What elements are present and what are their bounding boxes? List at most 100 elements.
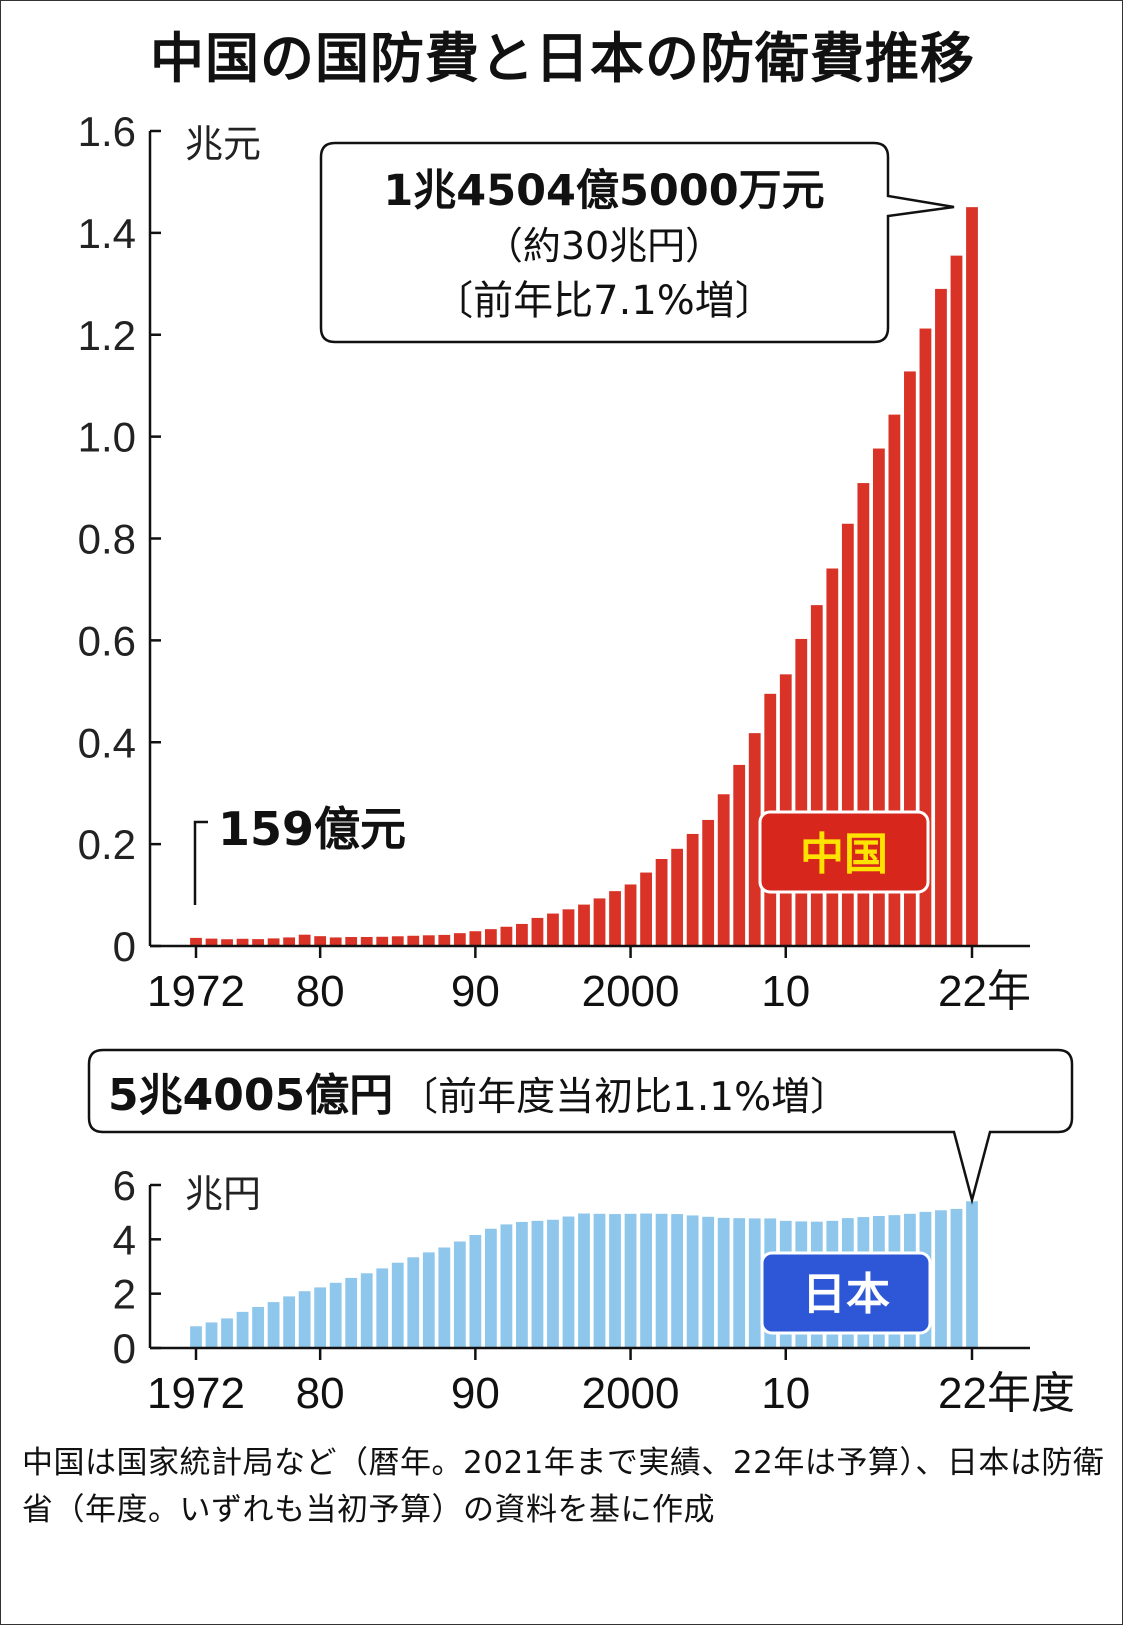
china-bar-1988 xyxy=(438,934,451,946)
china-bar-1979 xyxy=(298,934,311,946)
japan-bar-1994 xyxy=(531,1220,544,1348)
japan-bar-1983 xyxy=(360,1273,373,1348)
china-bar-2020 xyxy=(935,288,947,946)
japan-bar-1999 xyxy=(609,1214,621,1348)
japan-x-tick-label: 10 xyxy=(761,1369,810,1418)
china-bar-1997 xyxy=(578,904,590,946)
china-bar-1990 xyxy=(469,931,482,946)
china-bar-2017 xyxy=(888,414,901,946)
china-y-tick-label: 0.4 xyxy=(78,719,136,766)
japan-bar-1978 xyxy=(283,1296,296,1348)
china-end-line-3: 〔前年比7.1%増〕 xyxy=(433,278,775,324)
china-end-line-1: 1兆4504億5000万元 xyxy=(383,166,824,216)
japan-bar-2007 xyxy=(733,1218,746,1348)
japan-bar-2022 xyxy=(966,1201,978,1348)
japan-bar-1972 xyxy=(190,1326,202,1348)
china-bar-1987 xyxy=(422,935,435,946)
source-note: 中国は国家統計局など（暦年。2021年まで実績、22年は予算）、日本は防衛省（年… xyxy=(22,1445,1105,1528)
china-y-tick-label: 0 xyxy=(113,923,136,970)
japan-bar-1985 xyxy=(391,1262,404,1348)
china-x-tick-label: 80 xyxy=(296,967,345,1016)
china-bar-1985 xyxy=(391,936,404,946)
china-bar-2016 xyxy=(872,448,885,946)
china-bar-2013 xyxy=(826,568,839,946)
japan-end-label: 5兆4005億円 〔前年度当初比1.1%増〕 xyxy=(108,1070,849,1121)
china-bar-2018 xyxy=(904,371,916,946)
china-y-tick-label: 0.2 xyxy=(78,821,136,868)
china-bar-1977 xyxy=(267,938,280,946)
china-start-leader xyxy=(193,820,208,905)
china-y-tick-label: 1.2 xyxy=(78,312,136,359)
japan-bar-1975 xyxy=(236,1311,249,1348)
china-y-tick-label: 0.6 xyxy=(78,617,136,664)
japan-bar-1991 xyxy=(484,1228,497,1348)
japan-y-tick-label: 4 xyxy=(113,1216,136,1263)
japan-bar-1993 xyxy=(516,1221,528,1348)
japan-x-tick-label: 80 xyxy=(296,1369,345,1418)
china-bar-1993 xyxy=(516,923,528,946)
japan-x-tick-label: 1972 xyxy=(147,1369,245,1418)
japan-bar-1979 xyxy=(298,1291,311,1348)
china-bar-1986 xyxy=(407,935,420,946)
japan-end-label-bold: 5兆4005億円 xyxy=(108,1070,393,1121)
china-bar-2008 xyxy=(748,733,761,946)
china-bar-1978 xyxy=(283,937,296,946)
china-bar-2022 xyxy=(966,207,978,946)
china-x-tick-label: 90 xyxy=(451,967,500,1016)
china-bar-1974 xyxy=(221,939,233,946)
japan-bar-1986 xyxy=(407,1257,420,1348)
japan-bar-2006 xyxy=(717,1217,730,1348)
china-bar-2010 xyxy=(779,674,792,946)
china-chart: 0 0.2 0.4 0.6 0.8 1.0 1.2 1.4 1.6 1972 80 90 2000 10 2… xyxy=(78,108,1031,1016)
japan-bar-1997 xyxy=(578,1213,590,1348)
china-bar-2000 xyxy=(624,884,637,946)
china-bar-1973 xyxy=(205,938,218,946)
china-bar-2019 xyxy=(919,328,932,946)
china-bar-1980 xyxy=(314,936,327,946)
china-bar-1984 xyxy=(376,936,389,946)
china-bar-2002 xyxy=(655,859,668,946)
japan-axis: 0 2 4 6 1972 80 90 2000 10 22年度 xyxy=(113,1162,1075,1418)
china-bar-1998 xyxy=(593,898,606,946)
japan-series-badge xyxy=(760,1251,932,1335)
china-bar-2005 xyxy=(702,819,715,946)
china-bar-1991 xyxy=(484,929,497,946)
japan-bar-1987 xyxy=(422,1252,435,1348)
china-bar-1982 xyxy=(345,937,358,946)
china-bar-1999 xyxy=(609,891,621,946)
china-bar-1976 xyxy=(252,939,264,946)
japan-bar-1981 xyxy=(329,1282,342,1348)
japan-bar-2003 xyxy=(671,1214,684,1348)
japan-bar-1980 xyxy=(314,1287,327,1348)
japan-bar-1984 xyxy=(376,1268,389,1348)
china-bar-2014 xyxy=(841,523,854,946)
japan-bar-1992 xyxy=(500,1224,513,1348)
japan-bar-2000 xyxy=(624,1213,637,1348)
japan-bar-1995 xyxy=(547,1219,559,1348)
china-x-tick-label: 2000 xyxy=(582,967,680,1016)
japan-y-tick-label: 2 xyxy=(113,1271,136,1318)
japan-bar-1988 xyxy=(438,1247,451,1348)
china-bar-2011 xyxy=(795,638,808,946)
china-bar-2007 xyxy=(733,764,746,946)
china-bar-2012 xyxy=(810,605,823,946)
japan-bar-1982 xyxy=(345,1277,358,1348)
china-end-callout xyxy=(319,141,955,344)
china-y-tick-label: 1.6 xyxy=(78,108,136,155)
china-end-line-2: （約30兆円） xyxy=(485,224,723,268)
china-unit-label: 兆元 xyxy=(185,122,261,166)
japan-bar-1998 xyxy=(593,1213,606,1348)
china-x-tick-label: 1972 xyxy=(147,967,245,1016)
japan-end-callout xyxy=(87,1048,1074,1205)
china-bar-2021 xyxy=(950,255,963,946)
china-series-badge-label: 中国 xyxy=(800,829,888,880)
china-series-badge xyxy=(758,810,930,894)
china-y-tick-label: 1.4 xyxy=(78,210,136,257)
japan-x-tick-label: 22年度 xyxy=(938,1369,1075,1418)
japan-bar-2001 xyxy=(640,1213,652,1348)
japan-x-tick-label: 90 xyxy=(451,1369,500,1418)
japan-bar-2020 xyxy=(935,1210,947,1348)
japan-bar-1974 xyxy=(221,1318,233,1348)
